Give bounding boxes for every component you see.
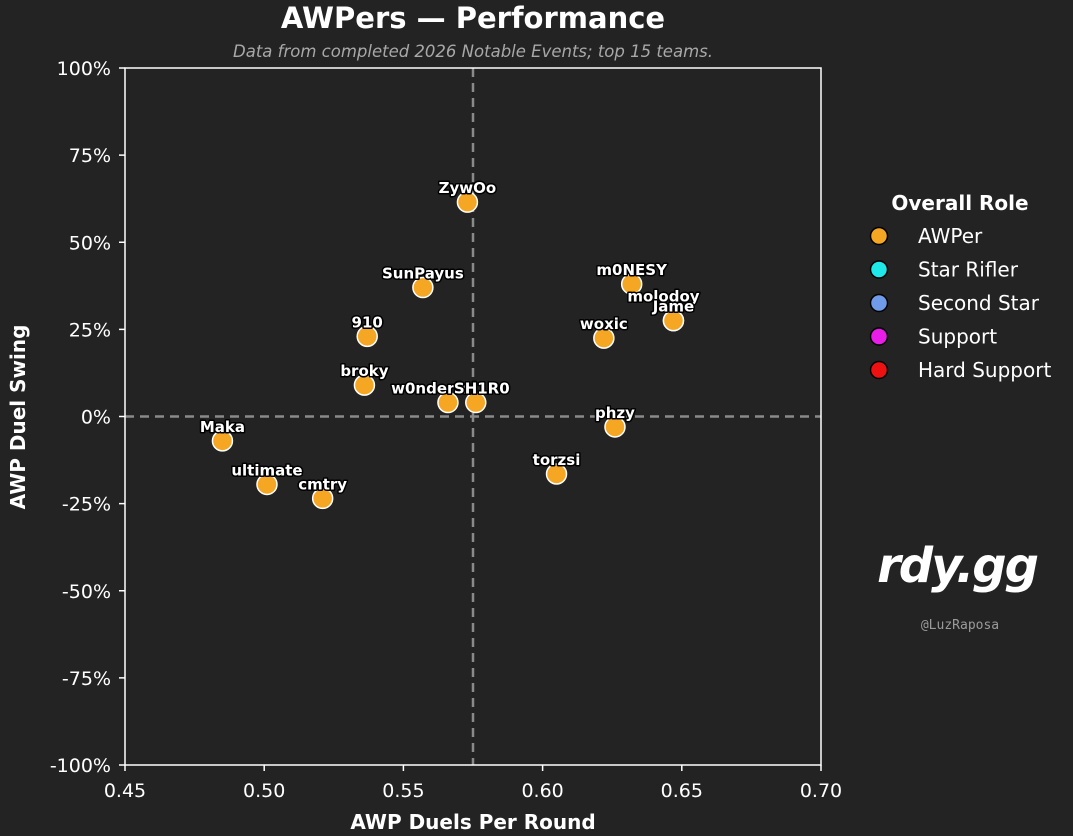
y-tick-label: -75% — [62, 668, 111, 690]
y-tick-label: -25% — [62, 494, 111, 516]
data-point — [353, 374, 376, 396]
legend-item-label: AWPer — [918, 224, 983, 248]
data-point-label: cmtry — [298, 475, 347, 493]
legend-item-label: Hard Support — [918, 358, 1051, 382]
y-tick-label: 75% — [69, 145, 111, 167]
data-point — [437, 391, 459, 414]
legend-item-label: Second Star — [918, 291, 1040, 315]
data-point — [311, 487, 334, 510]
data-point — [593, 327, 615, 349]
data-point-label: torzsi — [533, 451, 581, 469]
data-point — [604, 416, 626, 438]
y-tick-label: -50% — [62, 581, 111, 603]
data-point-label: ZywOo — [439, 179, 497, 197]
data-point — [545, 463, 568, 485]
y-tick-label: 25% — [69, 319, 111, 341]
data-point-label: broky — [340, 362, 388, 380]
y-tick-label: 100% — [57, 58, 111, 80]
legend-marker — [869, 260, 889, 279]
data-point-label: phzy — [595, 404, 635, 422]
x-tick-label: 0.60 — [521, 780, 563, 802]
legend-marker — [869, 327, 889, 346]
data-point-label: ultimate — [231, 461, 302, 479]
legend-marker — [869, 360, 889, 380]
data-point-label: 910 — [352, 313, 383, 331]
data-point-label: Maka — [200, 418, 245, 436]
data-point-label: molodoy — [627, 288, 699, 306]
reference-lines — [125, 68, 821, 765]
legend-title: Overall Role — [891, 191, 1028, 215]
data-point — [662, 309, 685, 332]
author-handle: @LuzRaposa — [921, 618, 999, 633]
data-point-label: SunPayus — [382, 265, 464, 283]
y-tick-label: -100% — [50, 755, 111, 777]
chart-subtitle: Data from completed 2026 Notable Events;… — [233, 42, 713, 61]
legend-marker — [869, 293, 889, 313]
y-axis-ticks: 100% 75% 50% 25% 0% -25% -50% -75% -100% — [50, 58, 125, 777]
data-point — [356, 325, 378, 348]
data-point — [465, 391, 487, 414]
legend-item-label: Support — [918, 325, 997, 349]
data-point-label: w0nderful — [391, 380, 477, 398]
x-axis-ticks: 0.45 0.50 0.55 0.60 0.65 0.70 — [104, 765, 842, 802]
data-point-label: Jame — [652, 298, 695, 316]
brand-logo: rdy.gg — [877, 538, 1040, 594]
data-point-label: m0NESY — [596, 261, 668, 279]
data-point — [620, 273, 643, 295]
x-tick-label: 0.65 — [661, 780, 703, 802]
x-tick-label: 0.50 — [243, 780, 285, 802]
data-point — [456, 191, 479, 213]
y-axis-label: AWP Duel Swing — [6, 325, 30, 510]
x-tick-label: 0.70 — [800, 780, 842, 802]
legend-item-label: Star Rifler — [918, 258, 1019, 282]
data-points — [211, 191, 685, 510]
y-tick-label: 50% — [69, 232, 111, 254]
legend: Overall Role AWPer Star Rifler Second Star… — [869, 191, 1051, 382]
x-axis-label: AWP Duels Per Round — [350, 810, 595, 834]
y-tick-label: 0% — [81, 407, 111, 429]
x-tick-label: 0.45 — [104, 780, 146, 802]
chart-title: AWPers — Performance — [281, 1, 665, 35]
brand-logo-text: rdy.gg — [877, 538, 1038, 594]
data-point — [211, 430, 234, 452]
data-point-label: woxic — [580, 315, 628, 333]
data-point — [256, 473, 278, 496]
x-tick-label: 0.55 — [382, 780, 424, 802]
legend-marker — [869, 226, 889, 246]
data-point-label: SH1R0 — [454, 380, 510, 398]
data-point — [412, 276, 434, 299]
